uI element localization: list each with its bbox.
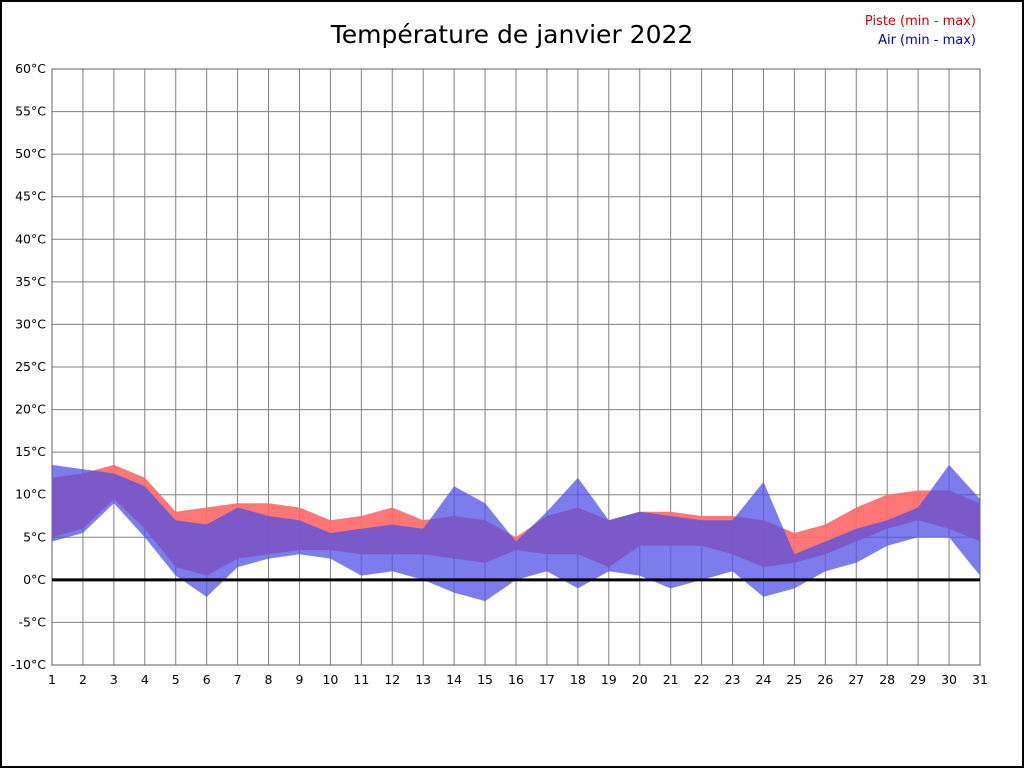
y-tick-label: 15°C <box>15 444 46 459</box>
legend-item-piste: Piste (min - max) <box>864 14 976 29</box>
x-tick-label: 8 <box>265 672 273 687</box>
x-tick-label: 17 <box>539 672 555 687</box>
x-tick-label: 13 <box>415 672 431 687</box>
x-tick-label: 1 <box>48 672 56 687</box>
x-tick-label: 15 <box>477 672 493 687</box>
y-tick-label: 5°C <box>23 529 46 544</box>
x-tick-label: 31 <box>972 672 988 687</box>
x-tick-label: 26 <box>817 672 833 687</box>
y-tick-label: 30°C <box>15 316 46 331</box>
x-tick-label: 18 <box>570 672 586 687</box>
y-tick-label: 35°C <box>15 274 46 289</box>
x-tick-label: 19 <box>601 672 617 687</box>
x-tick-label: 24 <box>756 672 772 687</box>
x-tick-label: 10 <box>322 672 338 687</box>
x-tick-label: 2 <box>79 672 87 687</box>
x-tick-label: 9 <box>295 672 303 687</box>
y-tick-label: 20°C <box>15 402 46 417</box>
y-tick-label: 0°C <box>23 572 46 587</box>
x-tick-label: 29 <box>910 672 926 687</box>
x-tick-label: 27 <box>848 672 864 687</box>
x-tick-label: 14 <box>446 672 462 687</box>
x-tick-label: 20 <box>632 672 648 687</box>
x-tick-label: 23 <box>725 672 741 687</box>
y-tick-label: 50°C <box>15 146 46 161</box>
y-tick-label: 60°C <box>15 61 46 76</box>
plot-border <box>51 68 981 666</box>
y-tick-label: -5°C <box>19 614 47 629</box>
x-tick-label: 12 <box>384 672 400 687</box>
band-air <box>52 464 980 602</box>
x-tick-label: 4 <box>141 672 149 687</box>
x-tick-label: 28 <box>879 672 895 687</box>
chart-legend: Piste (min - max) Air (min - max) <box>865 12 976 50</box>
x-tick-label: 6 <box>203 672 211 687</box>
y-tick-label: 45°C <box>15 189 46 204</box>
x-tick-label: 16 <box>508 672 524 687</box>
y-tick-label: 10°C <box>15 487 46 502</box>
x-tick-label: 5 <box>172 672 180 687</box>
x-tick-label: 30 <box>941 672 957 687</box>
x-tick-label: 22 <box>694 672 710 687</box>
y-tick-label: 55°C <box>15 104 46 119</box>
y-tick-label: 25°C <box>15 359 46 374</box>
x-tick-label: 11 <box>353 672 369 687</box>
x-tick-label: 3 <box>110 672 118 687</box>
y-tick-label: 40°C <box>15 231 46 246</box>
chart-title: Température de janvier 2022 <box>330 20 694 49</box>
x-tick-label: 7 <box>234 672 242 687</box>
legend-item-air: Air (min - max) <box>878 33 976 48</box>
y-tick-label: -10°C <box>11 657 47 672</box>
x-tick-label: 21 <box>663 672 679 687</box>
x-tick-label: 25 <box>786 672 802 687</box>
